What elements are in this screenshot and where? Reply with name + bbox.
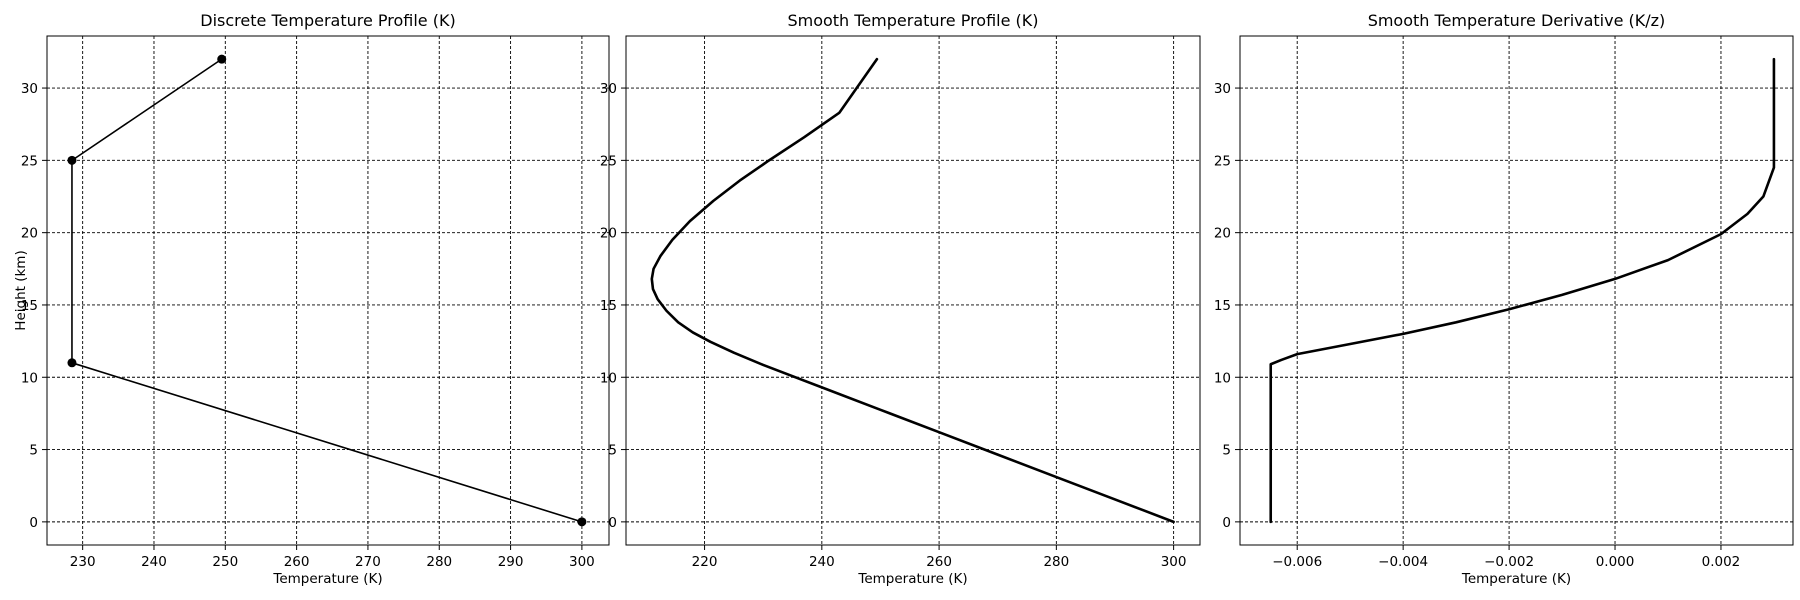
x-tick-label: 290 — [498, 554, 524, 570]
x-tick-label: 280 — [426, 554, 452, 570]
y-tick-label: 20 — [21, 226, 38, 242]
x-axis-label: Temperature (K) — [857, 571, 967, 587]
series-line — [650, 57, 1175, 524]
y-tick-label: 30 — [1214, 81, 1231, 97]
y-axis-label: Height (km) — [13, 250, 29, 330]
x-tick-label: 230 — [70, 554, 96, 570]
y-tick-label: 15 — [21, 298, 38, 314]
chart-panel-temperature-derivative: −0.006 −0.004 −0.002 0.000 0.002 0 5 10 15 20 25 30… — [1214, 11, 1794, 587]
x-tick-label: 240 — [141, 554, 167, 570]
x-tick-label: 270 — [355, 554, 381, 570]
y-tick-label: 20 — [1214, 226, 1231, 242]
y-tick-label: 5 — [608, 443, 617, 459]
y-tick-label: 15 — [1214, 298, 1231, 314]
x-tick-label: 300 — [1161, 554, 1187, 570]
x-tick-label: 260 — [284, 554, 310, 570]
chart-panel-smooth-temperature: 220 240 260 280 300 0 5 10 15 20 25 30 Smooth Temper… — [600, 11, 1201, 587]
x-tick-label: −0.002 — [1484, 554, 1534, 570]
y-tick-label: 25 — [21, 153, 38, 169]
y-tick-label: 10 — [21, 370, 38, 386]
y-tick-label: 20 — [600, 226, 617, 242]
chart-title: Smooth Temperature Profile (K) — [787, 11, 1038, 30]
x-axis-label: Temperature (K) — [1461, 571, 1571, 587]
y-tick-label: 30 — [21, 81, 38, 97]
chart-title: Smooth Temperature Derivative (K/z) — [1368, 11, 1666, 30]
x-tick-label: 240 — [809, 554, 835, 570]
y-tick-label: 10 — [600, 370, 617, 386]
x-tick-label: −0.006 — [1272, 554, 1322, 570]
data-point — [67, 155, 77, 165]
x-tick-label: 250 — [212, 554, 238, 570]
x-tick-label: 220 — [692, 554, 718, 570]
chart-panel-discrete-temperature: 230 240 250 260 270 280 290 300 0 5 10 15 20 25 30 Disc… — [13, 11, 610, 587]
data-point — [577, 517, 587, 527]
x-tick-label: 260 — [926, 554, 952, 570]
x-axis-label: Temperature (K) — [272, 571, 382, 587]
series-line — [1269, 57, 1776, 524]
data-point — [67, 358, 77, 368]
chart-title: Discrete Temperature Profile (K) — [200, 11, 455, 30]
plot-frame — [46, 35, 610, 546]
y-tick-label: 25 — [1214, 153, 1231, 169]
x-tick-label: 280 — [1043, 554, 1069, 570]
y-tick-label: 0 — [608, 515, 617, 531]
y-tick-label: 5 — [1222, 443, 1231, 459]
y-tick-label: 30 — [600, 81, 617, 97]
data-point — [217, 54, 227, 64]
y-tick-label: 15 — [600, 298, 617, 314]
plot-frame — [1239, 35, 1794, 546]
x-tick-label: −0.004 — [1378, 554, 1428, 570]
plot-frame — [625, 35, 1201, 546]
y-tick-label: 10 — [1214, 370, 1231, 386]
y-tick-label: 0 — [1222, 515, 1231, 531]
series-line — [71, 58, 583, 523]
y-tick-label: 0 — [29, 515, 38, 531]
y-tick-label: 25 — [600, 153, 617, 169]
x-tick-label: 0.000 — [1596, 554, 1635, 570]
x-tick-label: 300 — [569, 554, 595, 570]
y-tick-label: 5 — [29, 443, 38, 459]
x-tick-label: 0.002 — [1702, 554, 1741, 570]
